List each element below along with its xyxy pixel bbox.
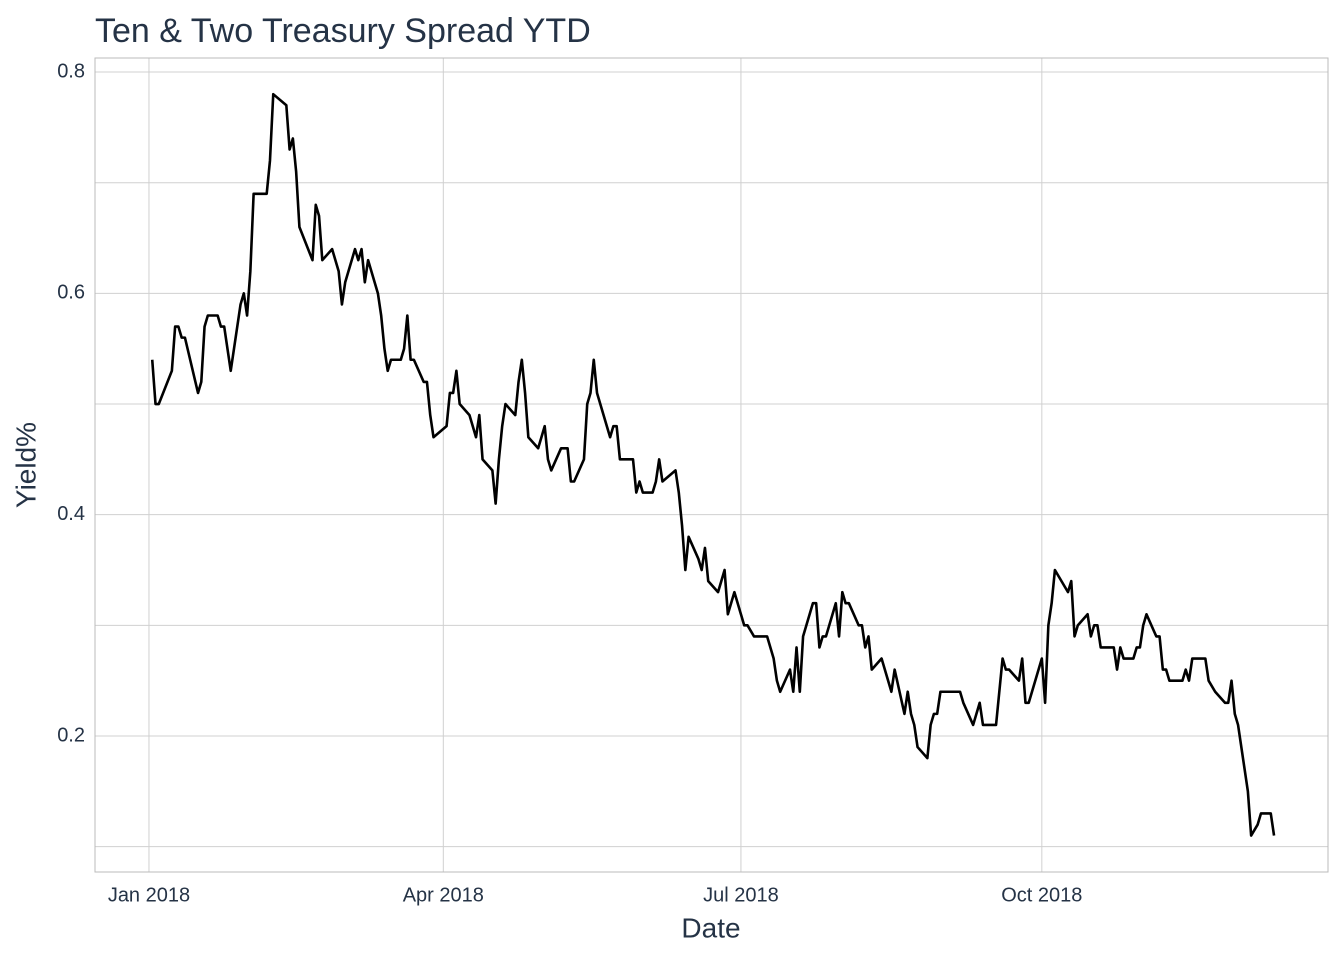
y-axis-label: Yield%	[10, 422, 41, 508]
x-tick-label: Jul 2018	[703, 884, 779, 906]
y-tick-label: 0.8	[57, 60, 85, 82]
x-axis-label: Date	[681, 912, 740, 943]
x-tick-label: Jan 2018	[108, 884, 190, 906]
x-tick-label: Apr 2018	[403, 884, 484, 906]
chart-title: Ten & Two Treasury Spread YTD	[95, 12, 591, 50]
plot-frame	[94, 57, 1329, 873]
x-tick-label: Oct 2018	[1001, 884, 1082, 906]
data-line	[150, 92, 1276, 837]
y-tick-label: 0.6	[57, 282, 85, 304]
y-tick-label: 0.2	[57, 724, 85, 746]
y-tick-label: 0.4	[57, 503, 85, 525]
